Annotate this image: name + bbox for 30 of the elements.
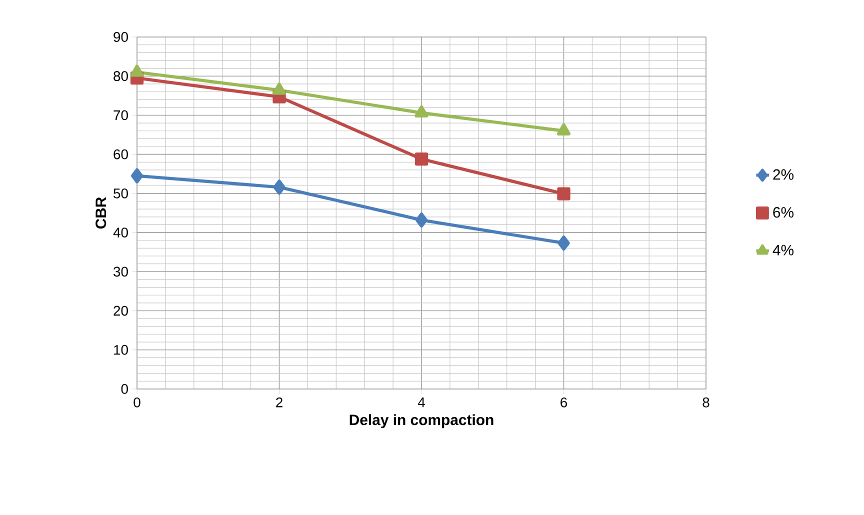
y-tick-label: 80 xyxy=(114,71,128,82)
y-tick-label: 10 xyxy=(114,344,128,355)
point xyxy=(272,82,286,95)
x-tick-label: 8 xyxy=(702,397,710,408)
point xyxy=(557,187,570,200)
point xyxy=(414,105,428,118)
point xyxy=(415,212,428,228)
y-tick-label: 50 xyxy=(114,188,128,198)
y-tick-label: 20 xyxy=(114,306,128,316)
y-tick-label: 70 xyxy=(114,110,128,120)
y-tick-label: 60 xyxy=(114,149,128,160)
point xyxy=(558,236,570,251)
x-tick-label: 2 xyxy=(276,397,282,408)
x-tick-label: 0 xyxy=(134,397,140,408)
x-tick-label: 6 xyxy=(560,397,568,408)
y-tick-label: 30 xyxy=(114,266,128,277)
x-axis-title: Delay in compaction xyxy=(350,414,494,428)
point xyxy=(130,168,144,184)
legend-label: 4% xyxy=(772,244,794,256)
legend-label: 2% xyxy=(773,169,794,180)
point xyxy=(130,64,144,77)
y-tick-label: 40 xyxy=(113,228,128,238)
legend-label: 6% xyxy=(773,207,794,218)
y-tick-label: 0 xyxy=(121,384,128,394)
y-axis-title: CBR xyxy=(96,197,106,229)
point xyxy=(556,123,571,136)
point xyxy=(414,152,428,166)
y-tick-label: 90 xyxy=(114,32,128,42)
x-tick-label: 4 xyxy=(418,397,425,408)
point xyxy=(273,180,286,195)
